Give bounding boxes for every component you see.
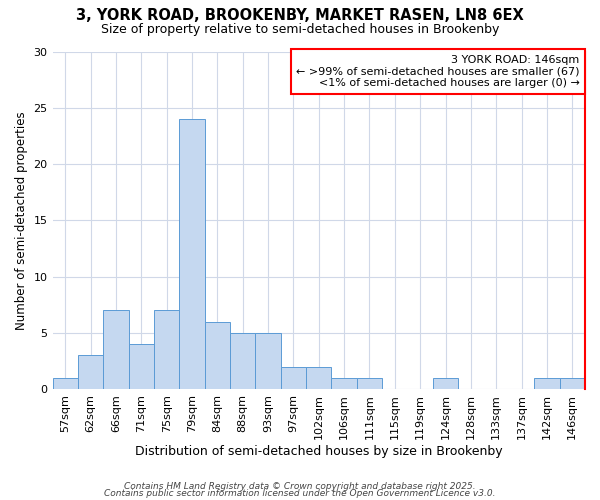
Text: 3, YORK ROAD, BROOKENBY, MARKET RASEN, LN8 6EX: 3, YORK ROAD, BROOKENBY, MARKET RASEN, L… xyxy=(76,8,524,22)
Bar xyxy=(306,366,331,389)
Text: 3 YORK ROAD: 146sqm
← >99% of semi-detached houses are smaller (67)
<1% of semi-: 3 YORK ROAD: 146sqm ← >99% of semi-detac… xyxy=(296,55,580,88)
Bar xyxy=(534,378,560,389)
Text: Contains public sector information licensed under the Open Government Licence v3: Contains public sector information licen… xyxy=(104,490,496,498)
Bar xyxy=(433,378,458,389)
Bar xyxy=(281,366,306,389)
Bar xyxy=(331,378,357,389)
Y-axis label: Number of semi-detached properties: Number of semi-detached properties xyxy=(15,111,28,330)
Bar xyxy=(154,310,179,389)
Bar xyxy=(205,322,230,389)
Bar xyxy=(179,119,205,389)
Bar xyxy=(78,356,103,389)
Bar xyxy=(560,378,585,389)
Bar xyxy=(230,333,256,389)
Bar xyxy=(128,344,154,389)
Bar xyxy=(103,310,128,389)
Bar xyxy=(256,333,281,389)
Bar xyxy=(53,378,78,389)
Text: Contains HM Land Registry data © Crown copyright and database right 2025.: Contains HM Land Registry data © Crown c… xyxy=(124,482,476,491)
Text: Size of property relative to semi-detached houses in Brookenby: Size of property relative to semi-detach… xyxy=(101,22,499,36)
X-axis label: Distribution of semi-detached houses by size in Brookenby: Distribution of semi-detached houses by … xyxy=(135,444,503,458)
Bar xyxy=(357,378,382,389)
